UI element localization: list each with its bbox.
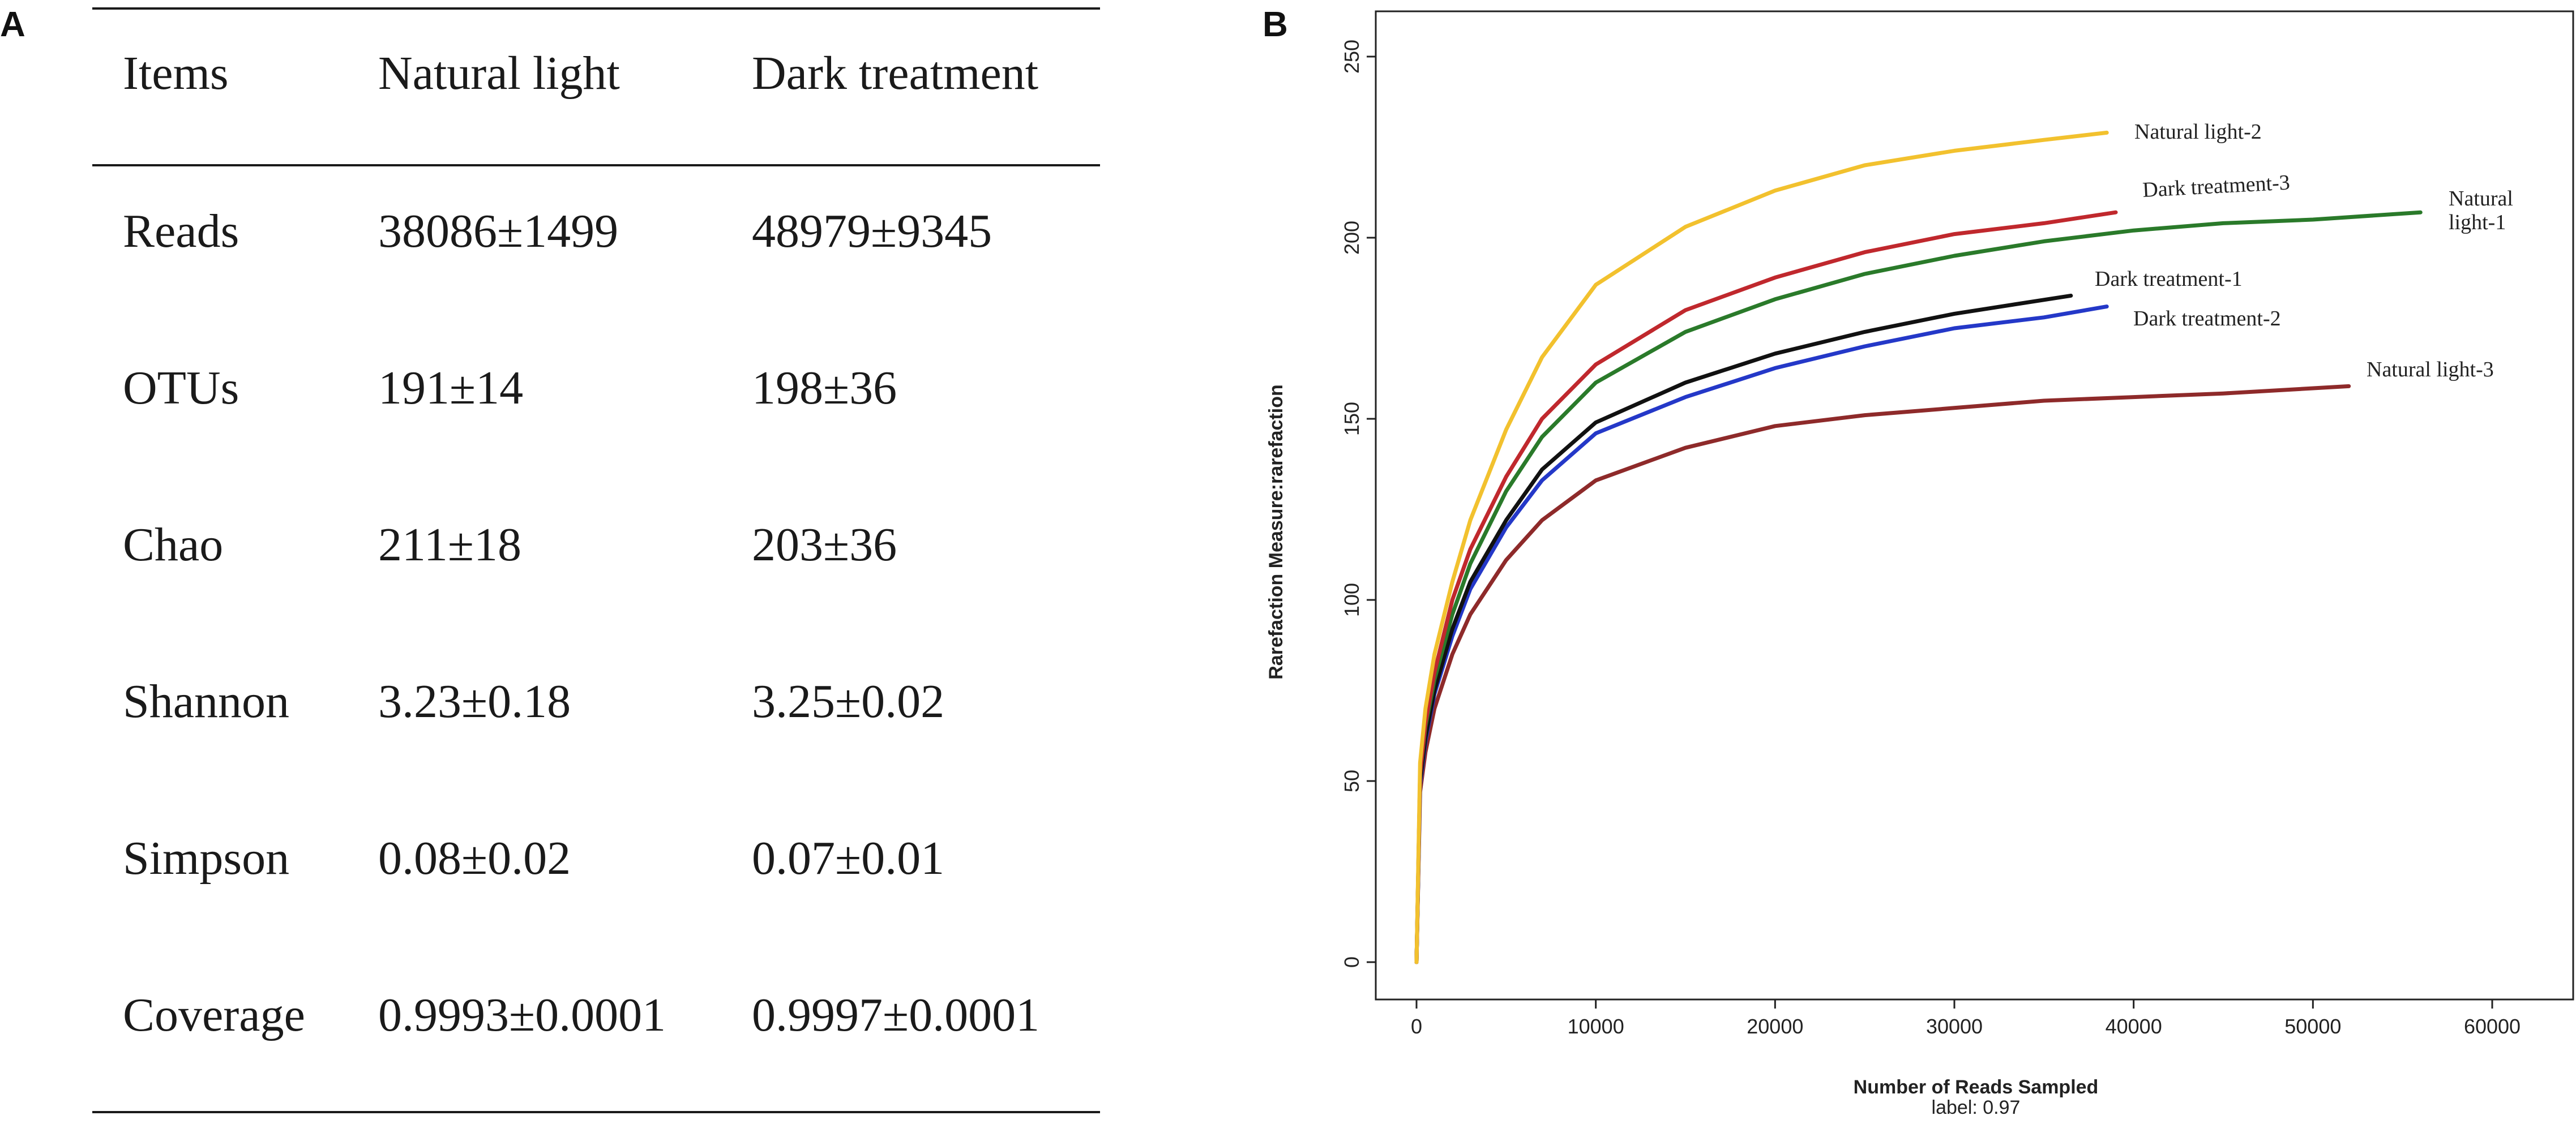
y-axis-title: Rarefaction Measure:rarefaction (1265, 384, 1287, 680)
table-cell: 0.07±0.01 (752, 832, 945, 885)
diversity-table: Items Natural light Dark treatment Reads… (0, 0, 1127, 1124)
series-line-dark-treatment-3 (1414, 210, 2118, 964)
table-cell: 3.23±0.18 (378, 675, 571, 728)
x-axis-subtitle: label: 0.97 (1932, 1097, 2021, 1118)
table-header-rule (92, 164, 1100, 166)
series-label-natural-light-1: Natural light-1 (2449, 187, 2513, 234)
y-tick-label: 50 (1340, 770, 1363, 792)
x-tick-label: 0 (1411, 1015, 1422, 1038)
x-tick-label: 30000 (1926, 1015, 1983, 1038)
table-cell: 191±14 (378, 362, 524, 414)
series-label-dark-treatment-2: Dark treatment-2 (2133, 307, 2281, 331)
table-cell: 198±36 (752, 362, 897, 414)
table-row-label: Simpson (123, 832, 290, 885)
plot-frame (1375, 10, 2574, 1001)
panel-a-label: A (0, 5, 25, 44)
y-tick-label: 150 (1340, 402, 1363, 436)
table-cell: 203±36 (752, 518, 897, 571)
y-tick-label: 0 (1340, 956, 1363, 968)
table-row-label: Chao (123, 518, 224, 571)
header-natural-light: Natural light (378, 47, 620, 100)
x-axis-title: Number of Reads Sampled (1854, 1076, 2099, 1098)
table-row-label: Reads (123, 205, 239, 258)
table-cell: 0.08±0.02 (378, 832, 571, 885)
table-cell: 0.9997±0.0001 (752, 989, 1040, 1041)
table-cell: 0.9993±0.0001 (378, 989, 666, 1041)
x-tick-label: 10000 (1568, 1015, 1624, 1038)
x-tick-label: 60000 (2464, 1015, 2521, 1038)
table-bottom-rule (92, 1111, 1100, 1113)
y-tick-label: 100 (1340, 583, 1363, 617)
series-line-natural-light-3 (1414, 384, 2351, 964)
table-top-rule (92, 7, 1100, 10)
table-row-label: Shannon (123, 675, 289, 728)
series-label-natural-light-3: Natural light-3 (2367, 358, 2494, 381)
header-items: Items (123, 47, 229, 100)
y-tick-label: 200 (1340, 221, 1363, 255)
table-row-label: Coverage (123, 989, 305, 1041)
x-tick-label: 40000 (2106, 1015, 2162, 1038)
series-line-natural-light-2 (1414, 130, 2109, 964)
series-line-dark-treatment-1 (1414, 293, 2073, 964)
x-tick-label: 20000 (1747, 1015, 1803, 1038)
table-cell: 38086±1499 (378, 205, 619, 258)
series-label-natural-light-2: Natural light-2 (2134, 120, 2262, 144)
series-label-dark-treatment-1: Dark treatment-1 (2095, 267, 2243, 291)
series-label-dark-treatment-3: Dark treatment-3 (2142, 170, 2290, 202)
table-cell: 211±18 (378, 518, 521, 571)
table-cell: 3.25±0.02 (752, 675, 945, 728)
panel-b-label: B (1263, 5, 1288, 44)
y-tick-label: 250 (1340, 40, 1363, 74)
x-tick-label: 50000 (2284, 1015, 2341, 1038)
table-row-label: OTUs (123, 362, 239, 414)
table-cell: 48979±9345 (752, 205, 992, 258)
header-dark-treatment: Dark treatment (752, 47, 1039, 100)
